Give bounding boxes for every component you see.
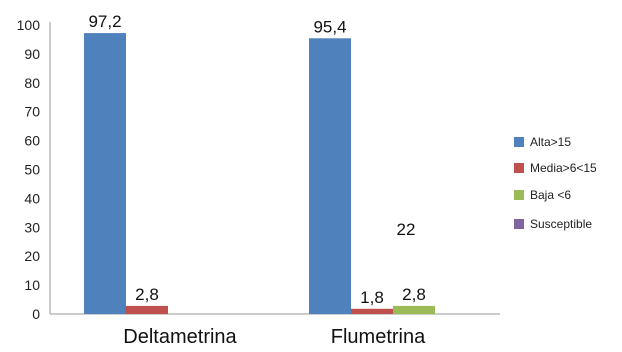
- bar: [351, 308, 393, 314]
- y-tick-label: 50: [24, 162, 40, 178]
- legend-swatch: [514, 163, 524, 173]
- category-labels: Deltametrina Flumetrina: [123, 326, 426, 348]
- y-tick-label: 0: [32, 306, 40, 322]
- y-tick-label: 70: [24, 104, 40, 120]
- bar: [309, 38, 351, 314]
- data-label: 97,2: [88, 12, 121, 31]
- annotation-text: 22: [397, 220, 416, 239]
- legend-label: Susceptible: [530, 217, 592, 231]
- legend-label: Baja <6: [530, 188, 571, 202]
- y-tick-labels: 0 10 20 30 40 50 60 70 80 90 100: [17, 17, 41, 322]
- y-tick-label: 30: [24, 219, 40, 235]
- legend: Alta>15 Media>6<15 Baja <6 Susceptible: [514, 135, 597, 231]
- legend-swatch: [514, 137, 524, 147]
- data-label: 2,8: [402, 285, 426, 304]
- legend-swatch: [514, 219, 524, 229]
- y-tick-label: 40: [24, 190, 40, 206]
- bar: [393, 305, 435, 314]
- legend-label: Alta>15: [530, 135, 571, 149]
- y-tick-label: 10: [24, 277, 40, 293]
- category-label: Flumetrina: [331, 326, 426, 348]
- y-tick-label: 20: [24, 248, 40, 264]
- data-label: 2,8: [135, 285, 159, 304]
- legend-swatch: [514, 190, 524, 200]
- bar: [126, 305, 168, 314]
- bars: 97,2 2,8 95,4 1,8 2,8: [84, 12, 435, 314]
- y-tick-label: 100: [17, 17, 41, 33]
- y-tick-label: 80: [24, 75, 40, 91]
- category-label: Deltametrina: [123, 326, 237, 348]
- data-label: 1,8: [360, 288, 384, 307]
- data-label: 95,4: [313, 17, 346, 36]
- y-tick-label: 90: [24, 46, 40, 62]
- bar: [84, 33, 126, 314]
- y-tick-label: 60: [24, 133, 40, 149]
- legend-label: Media>6<15: [530, 161, 597, 175]
